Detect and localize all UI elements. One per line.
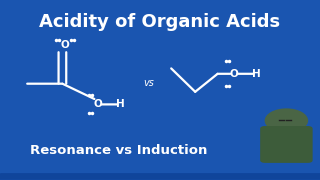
Bar — [0, 176, 320, 179]
Bar — [0, 176, 320, 179]
Bar — [0, 175, 320, 178]
Bar — [0, 175, 320, 178]
Bar — [0, 177, 320, 180]
Text: Resonance vs Induction: Resonance vs Induction — [30, 144, 207, 157]
Bar — [0, 174, 320, 177]
Bar — [0, 177, 320, 180]
Bar — [0, 174, 320, 177]
Text: O: O — [229, 69, 238, 79]
Bar — [0, 174, 320, 177]
Bar — [0, 174, 320, 177]
Bar — [0, 176, 320, 179]
Bar — [0, 176, 320, 178]
Bar — [0, 174, 320, 177]
Bar — [0, 176, 320, 179]
Text: H: H — [252, 69, 260, 79]
Bar — [0, 175, 320, 178]
Bar — [0, 177, 320, 180]
Bar — [0, 174, 320, 177]
Bar — [0, 177, 320, 180]
Bar — [0, 175, 320, 178]
Bar — [0, 176, 320, 179]
Bar — [0, 174, 320, 177]
FancyBboxPatch shape — [260, 126, 313, 163]
Bar — [0, 177, 320, 180]
Bar — [0, 176, 320, 179]
Bar — [0, 175, 320, 177]
Bar — [0, 175, 320, 178]
Text: vs: vs — [143, 78, 154, 88]
Bar — [0, 174, 320, 177]
Bar — [0, 177, 320, 180]
Bar — [0, 176, 320, 179]
Bar — [0, 175, 320, 178]
Bar — [0, 176, 320, 179]
Bar — [0, 177, 320, 179]
Bar — [0, 177, 320, 180]
Bar — [0, 177, 320, 180]
Bar — [0, 176, 320, 179]
Circle shape — [265, 108, 308, 133]
Bar — [0, 176, 320, 179]
Bar — [0, 176, 320, 179]
Bar — [0, 177, 320, 180]
Bar — [0, 175, 320, 178]
Bar — [0, 176, 320, 179]
Bar — [0, 175, 320, 178]
Bar — [0, 176, 320, 179]
Bar — [0, 175, 320, 178]
Bar — [0, 175, 320, 178]
Bar — [0, 175, 320, 178]
Text: O: O — [60, 40, 69, 50]
Bar — [0, 174, 320, 177]
Bar — [0, 176, 320, 179]
Bar — [0, 176, 320, 179]
Bar — [0, 174, 320, 177]
Text: Acidity of Organic Acids: Acidity of Organic Acids — [39, 13, 281, 31]
Bar — [0, 175, 320, 178]
Bar — [0, 175, 320, 178]
Bar — [0, 175, 320, 178]
Bar — [0, 175, 320, 178]
Bar — [0, 175, 320, 178]
Bar — [0, 176, 320, 179]
Bar — [0, 177, 320, 180]
Text: O: O — [93, 99, 102, 109]
Bar — [0, 176, 320, 179]
Bar — [0, 176, 320, 179]
Bar — [0, 176, 320, 179]
Bar — [0, 175, 320, 178]
Text: H: H — [116, 99, 124, 109]
Bar — [0, 176, 320, 179]
